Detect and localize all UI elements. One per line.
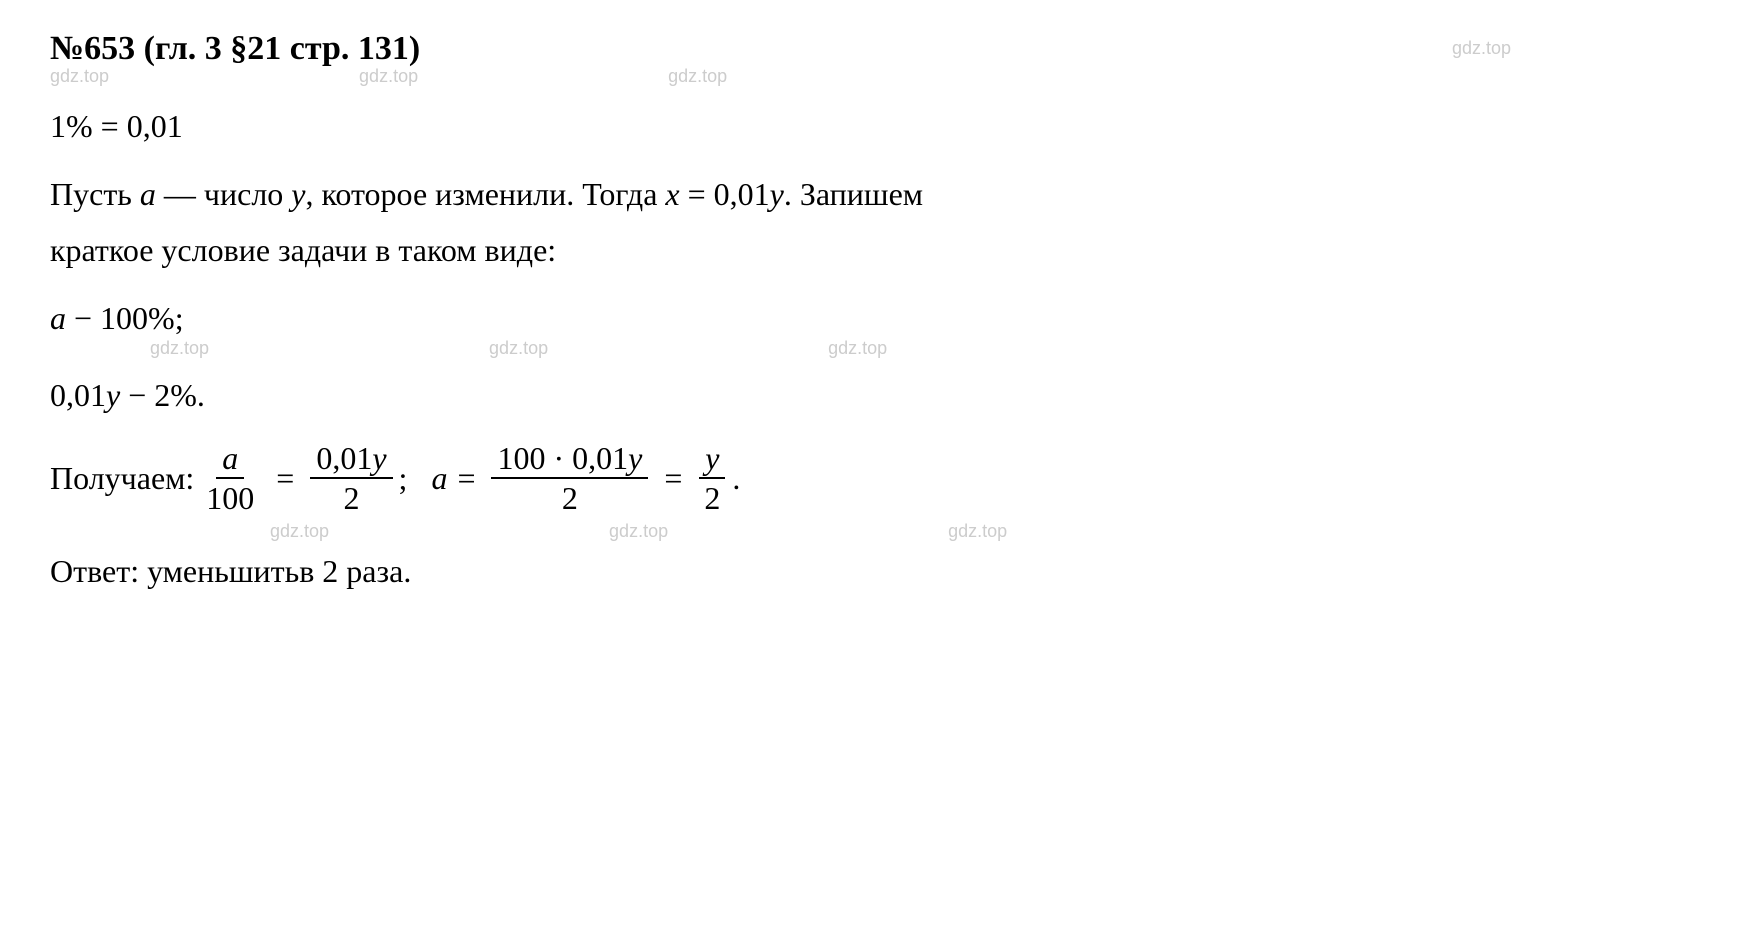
watermark: gdz.top — [150, 338, 209, 359]
fraction-3: 100 · 0,01y 2 — [491, 439, 648, 518]
frac-numerator: y — [699, 439, 725, 479]
fraction-1: a 100 — [200, 439, 260, 518]
text: 0,01 — [50, 377, 106, 413]
equals: = — [276, 460, 294, 497]
problem-title: №653 (гл. 3 §21 стр. 131) — [50, 30, 420, 68]
text: − 2%. — [120, 377, 205, 413]
condition-1: a − 100%; — [50, 294, 1711, 342]
frac-numerator: a — [216, 439, 244, 479]
watermark: gdz.top — [489, 338, 548, 359]
problem-number: №653 — [50, 30, 135, 67]
text: − 100%; — [66, 300, 184, 336]
watermark: gdz.top — [668, 66, 727, 87]
frac-denominator: 2 — [337, 479, 365, 517]
watermark: gdz.top — [50, 66, 109, 87]
var-y: y — [106, 377, 120, 413]
frac-denominator: 2 — [698, 479, 726, 517]
result-equation: Получаем: a 100 = 0,01y 2 ; a = 100 · 0,… — [50, 439, 1711, 518]
text: Пусть — [50, 176, 140, 212]
text: = 0,01 — [680, 176, 770, 212]
frac-numerator: 0,01y — [310, 439, 392, 479]
watermark-row-1: gdz.top gdz.top gdz.top — [50, 66, 1711, 87]
watermark: gdz.top — [609, 521, 668, 542]
watermark: gdz.top — [828, 338, 887, 359]
var-y: y — [291, 176, 305, 212]
frac-numerator: 100 · 0,01y — [491, 439, 648, 479]
percent-conversion: 1% = 0,01 — [50, 102, 1711, 150]
watermark-row-3: gdz.top gdz.top gdz.top — [50, 521, 1711, 542]
answer-text: уменьшитьв 2 раза. — [147, 553, 411, 589]
fraction-4: y 2 — [698, 439, 726, 518]
var-x: x — [665, 176, 679, 212]
var-y: y — [770, 176, 784, 212]
intro-line-1: Пусть a — число y, которое изменили. Тог… — [50, 170, 1711, 218]
frac-denominator: 2 — [556, 479, 584, 517]
period: . — [732, 460, 740, 497]
frac-denominator: 100 — [200, 479, 260, 517]
watermark-row-2: gdz.top gdz.top gdz.top — [50, 338, 1711, 359]
text: — число — [156, 176, 291, 212]
watermark: gdz.top — [270, 521, 329, 542]
semicolon: ; — [399, 460, 432, 497]
watermark: gdz.top — [948, 521, 1007, 542]
text: . Запишем — [784, 176, 923, 212]
intro-line-2: краткое условие задачи в таком виде: — [50, 226, 1711, 274]
var-a: a — [431, 460, 447, 497]
var-a: a — [140, 176, 156, 212]
watermark-top-right: gdz.top — [1452, 38, 1511, 59]
var-a: a — [50, 300, 66, 336]
fraction-2: 0,01y 2 — [310, 439, 392, 518]
text: , которое изменили. Тогда — [305, 176, 665, 212]
answer-label: Ответ: — [50, 553, 147, 589]
condition-2: 0,01y − 2%. — [50, 371, 1711, 419]
problem-location: (гл. 3 §21 стр. 131) — [144, 30, 421, 67]
equals: = — [457, 460, 475, 497]
answer-line: Ответ: уменьшитьв 2 раза. — [50, 547, 1711, 595]
result-label: Получаем: — [50, 460, 194, 497]
equals: = — [664, 460, 682, 497]
watermark: gdz.top — [359, 66, 418, 87]
